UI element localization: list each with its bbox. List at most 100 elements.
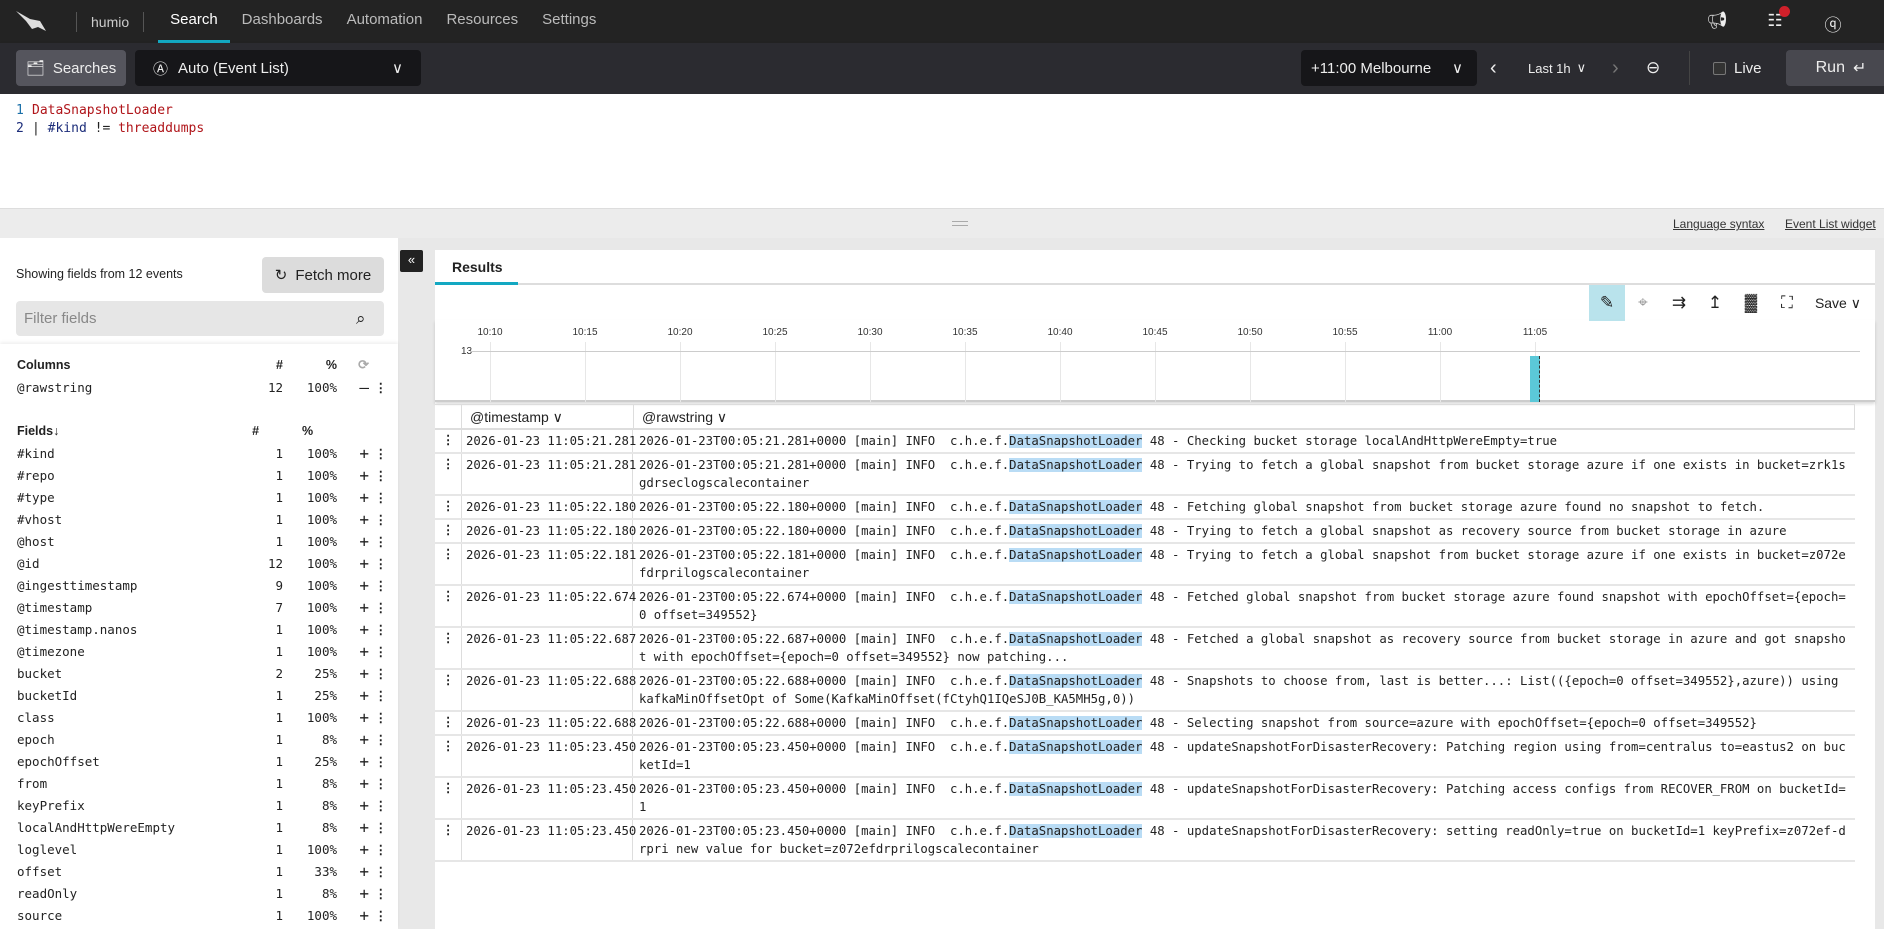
row-menu-icon[interactable]: ⋮ <box>441 499 455 513</box>
more-icon[interactable]: ⋮ <box>374 907 388 923</box>
add-column-icon[interactable]: + <box>359 487 369 507</box>
field-row[interactable]: @ingesttimestamp 9 100% + ⋮ <box>17 574 387 596</box>
run-button[interactable]: Run ↵ <box>1786 50 1884 86</box>
row-menu-icon[interactable]: ⋮ <box>441 715 455 729</box>
nav-tab-automation[interactable]: Automation <box>346 11 423 28</box>
row-menu-icon[interactable]: ⋮ <box>441 433 455 447</box>
more-icon[interactable]: ⋮ <box>374 555 388 571</box>
field-row[interactable]: localAndHttpWereEmpty 1 8% + ⋮ <box>17 816 387 838</box>
drag-handle-icon[interactable] <box>952 221 968 226</box>
field-row[interactable]: #repo 1 100% + ⋮ <box>17 464 387 486</box>
add-column-icon[interactable]: + <box>359 553 369 573</box>
event-row[interactable]: ⋮ 2026-01-23 11:05:22.180 2026-01-23T00:05… <box>435 520 1855 544</box>
more-icon[interactable]: ⋮ <box>374 819 388 835</box>
editor-resize-bar[interactable]: Language syntax Event List widget <box>0 208 1884 238</box>
row-menu-icon[interactable]: ⋮ <box>441 739 455 753</box>
more-icon[interactable]: ⋮ <box>374 379 388 395</box>
more-icon[interactable]: ⋮ <box>374 863 388 879</box>
more-icon[interactable]: ⋮ <box>374 775 388 791</box>
fetch-more-button[interactable]: ↻ Fetch more <box>262 257 384 293</box>
event-row[interactable]: ⋮ 2026-01-23 11:05:22.674 2026-01-23T00:05… <box>435 586 1855 628</box>
field-row[interactable]: #kind 1 100% + ⋮ <box>17 442 387 464</box>
add-column-icon[interactable]: + <box>359 641 369 661</box>
add-column-icon[interactable]: + <box>359 839 369 859</box>
hide-chart-icon[interactable]: ▓ <box>1744 293 1758 312</box>
event-row[interactable]: ⋮ 2026-01-23 11:05:23.450 2026-01-23T00:05… <box>435 736 1855 778</box>
more-icon[interactable]: ⋮ <box>374 797 388 813</box>
event-list-widget-link[interactable]: Event List widget <box>1785 217 1876 231</box>
add-column-icon[interactable]: + <box>359 663 369 683</box>
add-column-icon[interactable]: + <box>359 817 369 837</box>
event-row[interactable]: ⋮ 2026-01-23 11:05:21.281 2026-01-23T00:05… <box>435 454 1855 496</box>
live-checkbox[interactable]: Live <box>1713 50 1762 86</box>
more-icon[interactable]: ⋮ <box>374 599 388 615</box>
nav-tab-resources[interactable]: Resources <box>446 11 519 28</box>
field-row[interactable]: @rawstring 12 100% — ⋮ <box>17 376 387 398</box>
row-menu-icon[interactable]: ⋮ <box>441 547 455 561</box>
chevron-left-icon[interactable]: ‹ <box>1490 56 1497 79</box>
add-column-icon[interactable]: + <box>359 795 369 815</box>
more-icon[interactable]: ⋮ <box>374 533 388 549</box>
more-icon[interactable]: ⋮ <box>374 841 388 857</box>
search-icon[interactable]: ⌕ <box>356 309 366 328</box>
field-row[interactable]: @id 12 100% + ⋮ <box>17 552 387 574</box>
nav-tab-settings[interactable]: Settings <box>542 11 597 28</box>
more-icon[interactable]: ⋮ <box>374 489 388 505</box>
row-menu-icon[interactable]: ⋮ <box>441 457 455 471</box>
field-row[interactable]: source 1 100% + ⋮ <box>17 904 387 926</box>
wrap-text-icon[interactable]: ⇉ <box>1671 293 1687 312</box>
time-range-select[interactable]: Last 1h ∨ <box>1528 50 1586 86</box>
add-column-icon[interactable]: + <box>359 575 369 595</box>
row-menu-icon[interactable]: ⋮ <box>441 823 455 837</box>
row-menu-icon[interactable]: ⋮ <box>441 523 455 537</box>
more-icon[interactable]: ⋮ <box>374 731 388 747</box>
field-row[interactable]: @timestamp.nanos 1 100% + ⋮ <box>17 618 387 640</box>
checkbox[interactable] <box>1713 61 1726 75</box>
add-column-icon[interactable]: + <box>359 729 369 749</box>
add-column-icon[interactable]: + <box>359 905 369 925</box>
column-header-rawstring[interactable]: @rawstring ∨ <box>633 405 1855 428</box>
add-column-icon[interactable]: + <box>359 685 369 705</box>
field-row[interactable]: #type 1 100% + ⋮ <box>17 486 387 508</box>
refresh-columns-icon[interactable]: ⟳ <box>358 357 369 372</box>
more-icon[interactable]: ⋮ <box>374 643 388 659</box>
histogram-bar[interactable] <box>1530 355 1540 402</box>
notifications-icon[interactable]: ☷ <box>1764 5 1790 33</box>
event-row[interactable]: ⋮ 2026-01-23 11:05:23.450 2026-01-23T00:05… <box>435 820 1855 862</box>
column-header-timestamp[interactable]: @timestamp ∨ <box>461 405 633 428</box>
searches-button[interactable]: 🗂︎ Searches <box>16 50 126 86</box>
field-row[interactable]: from 1 8% + ⋮ <box>17 772 387 794</box>
add-column-icon[interactable]: + <box>359 861 369 881</box>
field-row[interactable]: epoch 1 8% + ⋮ <box>17 728 387 750</box>
query-editor[interactable]: 1 DataSnapshotLoader 2 | #kind != threaddu… <box>0 94 1884 208</box>
nav-tab-search[interactable]: Search <box>158 0 230 43</box>
sort-icon[interactable]: ↥ <box>1707 293 1723 312</box>
event-row[interactable]: ⋮ 2026-01-23 11:05:23.450 2026-01-23T00:05… <box>435 778 1855 820</box>
language-syntax-link[interactable]: Language syntax <box>1673 217 1765 231</box>
filter-fields-input[interactable] <box>16 301 384 336</box>
field-row[interactable]: readOnly 1 8% + ⋮ <box>17 882 387 904</box>
megaphone-icon[interactable]: 📢︎ <box>1706 10 1728 30</box>
save-button[interactable]: Save ∨ <box>1814 295 1861 311</box>
add-column-icon[interactable]: + <box>359 509 369 529</box>
field-row[interactable]: @timestamp 7 100% + ⋮ <box>17 596 387 618</box>
more-icon[interactable]: ⋮ <box>374 621 388 637</box>
event-row[interactable]: ⋮ 2026-01-23 11:05:22.180 2026-01-23T00:05… <box>435 496 1855 520</box>
add-column-icon[interactable]: + <box>359 773 369 793</box>
field-row[interactable]: bucket 2 25% + ⋮ <box>17 662 387 684</box>
more-icon[interactable]: ⋮ <box>374 709 388 725</box>
more-icon[interactable]: ⋮ <box>374 665 388 681</box>
field-row[interactable]: epochOffset 1 25% + ⋮ <box>17 750 387 772</box>
field-row[interactable]: offset 1 33% + ⋮ <box>17 860 387 882</box>
fullscreen-icon[interactable]: ⛶ <box>1780 293 1793 312</box>
add-column-icon[interactable]: + <box>359 443 369 463</box>
timezone-select[interactable]: +11:00 Melbourne ∨ <box>1301 50 1477 86</box>
event-row[interactable]: ⋮ 2026-01-23 11:05:22.687 2026-01-23T00:05… <box>435 628 1855 670</box>
field-row[interactable]: keyPrefix 1 8% + ⋮ <box>17 794 387 816</box>
collapse-panel-button[interactable]: « <box>400 250 423 272</box>
chevron-right-icon[interactable]: › <box>1612 56 1619 79</box>
help-icon[interactable]: ⓠ <box>1824 15 1842 35</box>
row-menu-icon[interactable]: ⋮ <box>441 673 455 687</box>
nav-tab-dashboards[interactable]: Dashboards <box>241 11 323 28</box>
row-menu-icon[interactable]: ⋮ <box>441 589 455 603</box>
